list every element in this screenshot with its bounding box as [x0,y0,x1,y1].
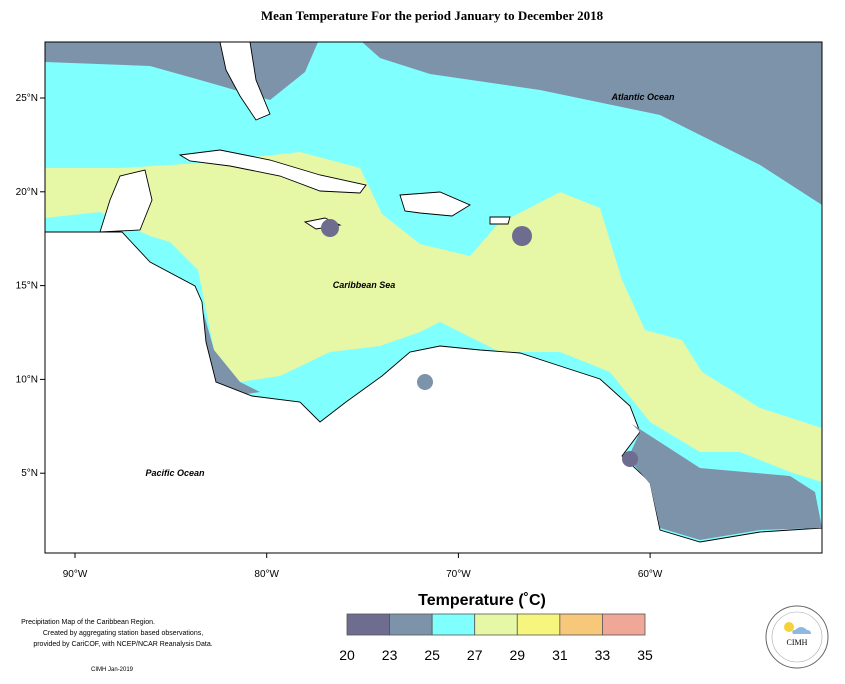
legend-swatch [389,613,433,636]
note: provided by CariCOF, with NCEP/NCAR Rean… [33,641,212,648]
lat-label: 10°N [16,374,38,385]
legend: 20 23 25 27 29 31 33 35 [339,613,653,663]
ocean-label: Pacific Ocean [145,468,205,478]
temperature-region [512,226,532,246]
logo-cloud [792,627,811,634]
lat-axis: 25°N 20°N 15°N 10°N 5°N [16,93,45,479]
lon-label: 70°W [446,569,471,580]
logo-sun [784,622,794,632]
lon-label: 60°W [638,569,663,580]
legend-swatch [516,613,561,636]
legend-swatch [559,613,603,636]
legend-tick-label: 27 [467,647,483,663]
land [489,216,511,225]
lat-label: 25°N [16,93,38,104]
temperature-region [622,451,638,467]
ocean-label: Atlantic Ocean [610,92,675,102]
temperature-region [362,42,822,205]
legend-tick-label: 23 [382,647,398,663]
map-frame [44,41,823,554]
legend-swatch [346,613,390,636]
temperature-region [417,374,433,390]
lon-label: 80°W [254,569,279,580]
temperature-region [321,219,339,237]
legend-tick-label: 29 [509,647,525,663]
temperature-region [628,424,822,540]
land [219,42,271,121]
legend-swatch [431,613,476,636]
ocean-label: Caribbean Sea [333,280,396,290]
logo-ring [765,605,829,669]
legend-tick-label: 20 [339,647,355,663]
legend-tick-label: 35 [637,647,653,663]
temperature-region [45,152,822,482]
legend-title: Temperature (˚C) [418,592,546,609]
land [45,231,822,553]
notes: Precipitation Map of the Caribbean Regio… [21,619,213,673]
legend-tick-label: 31 [552,647,568,663]
land [399,191,471,217]
note: Created by aggregating station based obs… [43,630,203,637]
land [99,169,153,233]
map [45,42,822,553]
legend-tick-label: 25 [424,647,440,663]
lat-label: 15°N [16,281,38,292]
land [178,149,367,194]
legend-tick-label: 33 [595,647,611,663]
lon-axis: 90°W 80°W 70°W 60°W [63,553,663,580]
lat-label: 20°N [16,187,38,198]
credit: CIMH Jan-2019 [91,667,134,673]
lon-label: 90°W [63,569,88,580]
logo-text: CIMH [787,638,808,647]
logo-ring [771,611,823,663]
legend-swatch [474,613,518,636]
legend-swatch [602,613,646,636]
note: Precipitation Map of the Caribbean Regio… [21,619,155,626]
lat-label: 5°N [21,468,38,479]
logo: CIMH [765,605,829,669]
map-title: Mean Temperature For the period January … [261,8,604,23]
